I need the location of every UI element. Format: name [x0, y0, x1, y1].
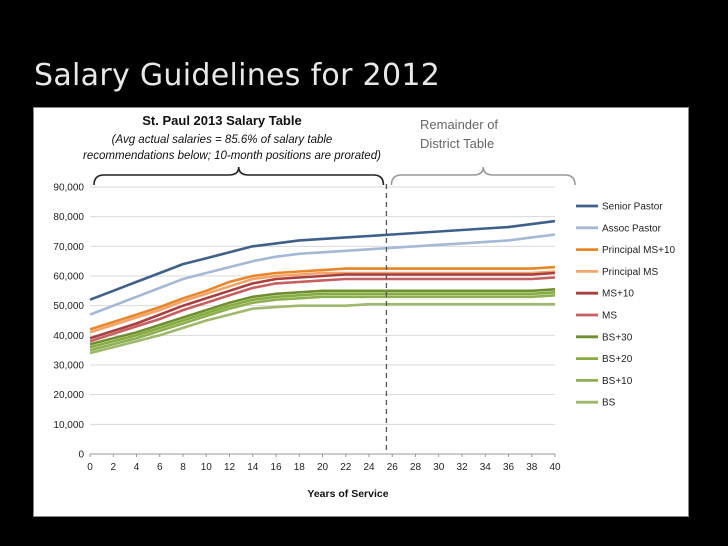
- x-tick-label: 34: [480, 462, 492, 473]
- x-tick-label: 30: [433, 462, 445, 473]
- slide-title: Salary Guidelines for 2012: [34, 58, 441, 93]
- y-tick-label: 60,000: [53, 272, 84, 283]
- y-tick-label: 10,000: [53, 420, 84, 431]
- x-tick-label: 12: [224, 462, 236, 473]
- x-tick-label: 20: [317, 462, 329, 473]
- legend-label: BS+30: [602, 332, 633, 343]
- x-tick-label: 24: [363, 462, 375, 473]
- chart-frame: 0 10,000 20,000 30,000 40,000 50,000 60,000 70,…: [33, 107, 689, 517]
- x-tick-label: 4: [134, 462, 140, 473]
- series-line-senior-pastor: [89, 219, 556, 301]
- series-line-principal-ms-10: [89, 265, 556, 331]
- y-tick-label: 80,000: [53, 212, 84, 223]
- series-line-ms: [89, 276, 556, 343]
- legend-label: Assoc Pastor: [602, 223, 662, 234]
- y-tick-label: 70,000: [53, 242, 84, 253]
- legend-label: Senior Pastor: [602, 202, 663, 213]
- series-line-assoc-pastor: [89, 233, 556, 316]
- chart-subtitle-line-2: recommendations below; 10-month position…: [83, 150, 381, 162]
- x-tick-label: 18: [294, 462, 306, 473]
- remainder-annotation-line-1: Remainder of: [420, 117, 498, 132]
- chart-title: St. Paul 2013 Salary Table: [142, 113, 301, 128]
- y-tick-labels: 0 10,000 20,000 30,000 40,000 50,000 60,000 70,…: [53, 183, 84, 461]
- x-tick-label: 0: [87, 462, 93, 473]
- remainder-annotation-line-2: District Table: [420, 136, 494, 151]
- y-tick-label: 50,000: [53, 301, 84, 312]
- y-tick-label: 30,000: [53, 361, 84, 372]
- legend-label: Principal MS: [602, 267, 658, 278]
- series-line-bs: [89, 302, 555, 355]
- x-tick-label: 8: [180, 462, 186, 473]
- x-tick-label: 26: [387, 462, 399, 473]
- series-line-principal-ms: [89, 270, 556, 334]
- y-tick-label: 0: [78, 450, 84, 461]
- x-axis-label: Years of Service: [307, 488, 388, 500]
- y-tick-label: 20,000: [53, 390, 84, 401]
- y-tick-label: 90,000: [53, 183, 84, 194]
- x-tick-label: 2: [110, 462, 116, 473]
- x-tick-label: 32: [456, 462, 468, 473]
- x-tick-label: 28: [410, 462, 422, 473]
- legend-label: BS: [602, 398, 616, 409]
- legend: Senior Pastor Assoc Pastor Principal MS+10…: [576, 202, 676, 409]
- salary-line-chart: 0 10,000 20,000 30,000 40,000 50,000 60,000 70,…: [53, 113, 676, 500]
- series-line-ms-10: [89, 271, 556, 340]
- left-section-brace: [93, 166, 385, 186]
- legend-label: BS+20: [602, 354, 633, 365]
- right-section-brace: [390, 166, 576, 186]
- y-tick-label: 40,000: [53, 331, 84, 342]
- section-braces: [93, 166, 576, 186]
- x-tick-label: 38: [526, 462, 538, 473]
- series-lines: [89, 219, 556, 355]
- series-line-bs-30: [89, 288, 556, 346]
- legend-label: MS: [602, 311, 617, 322]
- series-line-bs-20: [89, 291, 556, 349]
- x-tick-label: 36: [503, 462, 515, 473]
- x-tick-label: 10: [201, 462, 213, 473]
- series-line-bs-10: [89, 294, 556, 352]
- x-tick-label: 14: [247, 462, 259, 473]
- x-tick-label: 6: [157, 462, 163, 473]
- x-tick-label: 16: [270, 462, 282, 473]
- x-tick-label: 22: [340, 462, 352, 473]
- legend-label: Principal MS+10: [602, 245, 676, 256]
- legend-label: BS+10: [602, 376, 633, 387]
- x-tick-label: 40: [549, 462, 561, 473]
- legend-label: MS+10: [602, 289, 634, 300]
- x-tick-labels: 0 2 4 6 8 10 12 14 16 18 20 22 24 26 28 30 32 34 36 38 40: [87, 462, 561, 473]
- chart-subtitle-line-1: (Avg actual salaries = 85.6% of salary t…: [112, 134, 333, 146]
